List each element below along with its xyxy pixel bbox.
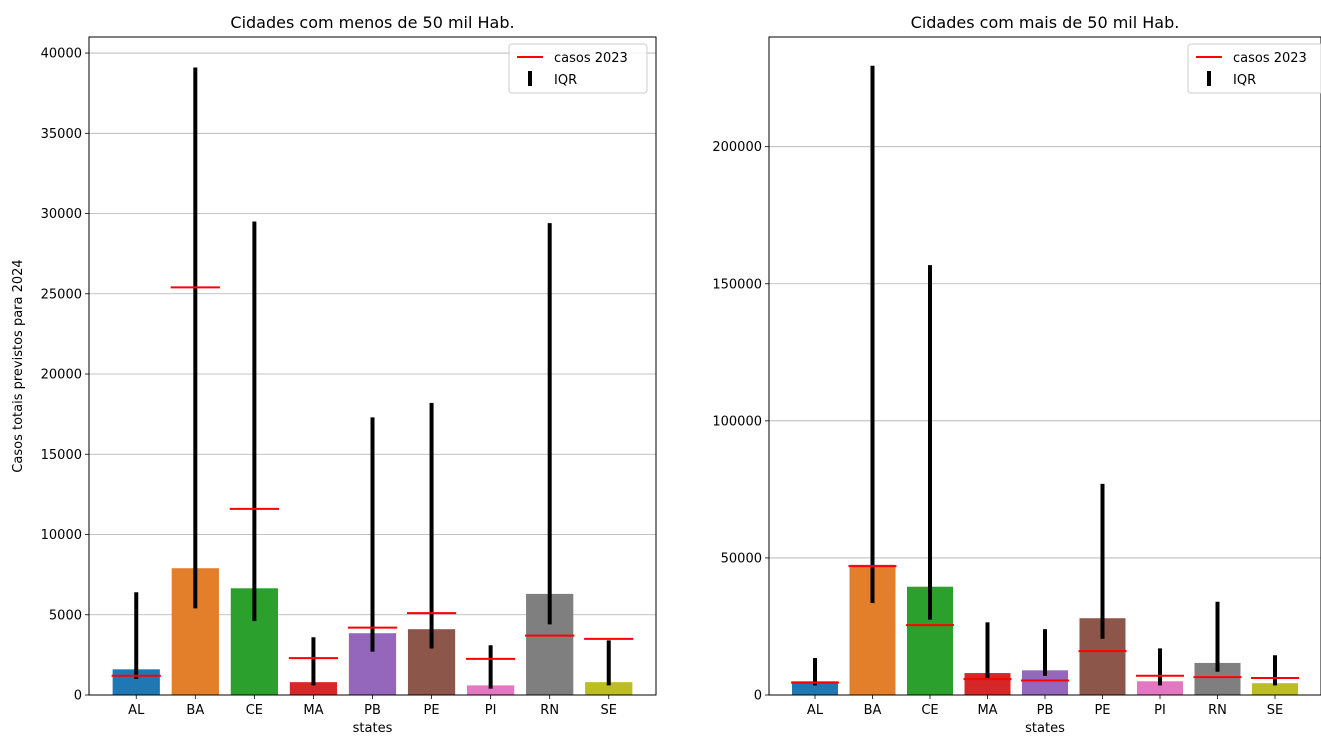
legend: casos 2023 IQR <box>1187 43 1321 94</box>
x-tick-label: RN <box>540 703 559 718</box>
x-tick-label: CE <box>921 703 938 718</box>
chart-title: Cidades com mais de 50 mil Hab. <box>911 13 1180 32</box>
x-tick-label: PI <box>1154 703 1166 718</box>
bar-al <box>792 681 838 695</box>
y-tick-label: 15000 <box>41 448 82 463</box>
plot-frame <box>768 36 1321 696</box>
y-tick-label: 5000 <box>49 608 82 623</box>
legend-label-casos-2023: casos 2023 <box>554 51 628 66</box>
y-tick-label: 40000 <box>41 47 82 62</box>
bar-pi <box>1137 681 1183 695</box>
y-tick-label: 25000 <box>41 287 82 302</box>
bar-se <box>585 682 633 695</box>
bar-ma <box>289 682 338 695</box>
y-tick-label: 20000 <box>41 368 82 383</box>
left-chart: 0 5000 10000 15000 20000 25000 30000 35000 40000… <box>11 13 657 736</box>
x-tick-label: BA <box>186 703 204 718</box>
x-axis-label: states <box>1025 721 1065 736</box>
bar-pi <box>467 685 515 695</box>
x-tick-label: CE <box>246 703 263 718</box>
x-tick-label: PE <box>424 703 440 718</box>
x-tick-label: SE <box>601 703 617 718</box>
y-tick-label: 150000 <box>712 277 762 292</box>
x-tick-label: PI <box>485 703 497 718</box>
x-tick-label: MA <box>977 703 997 718</box>
y-tick-label: 50000 <box>721 551 762 566</box>
y-tick-label: 0 <box>754 689 762 704</box>
x-axis-label: states <box>353 721 393 736</box>
legend-box <box>508 43 648 94</box>
y-tick-label: 200000 <box>712 140 762 155</box>
right-chart: 0 50000 100000 150000 200000 AL BA CE MA PB PE PI RN… <box>712 13 1321 736</box>
x-tick-label: SE <box>1267 703 1283 718</box>
x-tick-label: PB <box>364 703 381 718</box>
x-tick-label: RN <box>1208 703 1227 718</box>
legend-label-iqr: IQR <box>1233 73 1256 88</box>
y-tick-label: 10000 <box>41 528 82 543</box>
bar-se <box>1252 683 1298 695</box>
x-tick-label: PB <box>1037 703 1054 718</box>
legend-label-iqr: IQR <box>554 73 577 88</box>
x-tick-label: AL <box>807 703 824 718</box>
y-axis-label: Casos totais previstos para 2024 <box>11 259 26 472</box>
legend: casos 2023 IQR <box>508 43 648 94</box>
chart-title: Cidades com menos de 50 mil Hab. <box>230 13 514 32</box>
x-tick-label: BA <box>864 703 882 718</box>
legend-label-casos-2023: casos 2023 <box>1233 51 1307 66</box>
y-tick-label: 0 <box>74 689 82 704</box>
y-tick-label: 35000 <box>41 127 82 142</box>
y-tick-label: 30000 <box>41 207 82 222</box>
x-tick-label: PE <box>1094 703 1110 718</box>
x-tick-label: AL <box>128 703 145 718</box>
y-tick-label: 100000 <box>712 414 762 429</box>
plot-frame <box>88 36 657 696</box>
x-tick-label: MA <box>303 703 323 718</box>
